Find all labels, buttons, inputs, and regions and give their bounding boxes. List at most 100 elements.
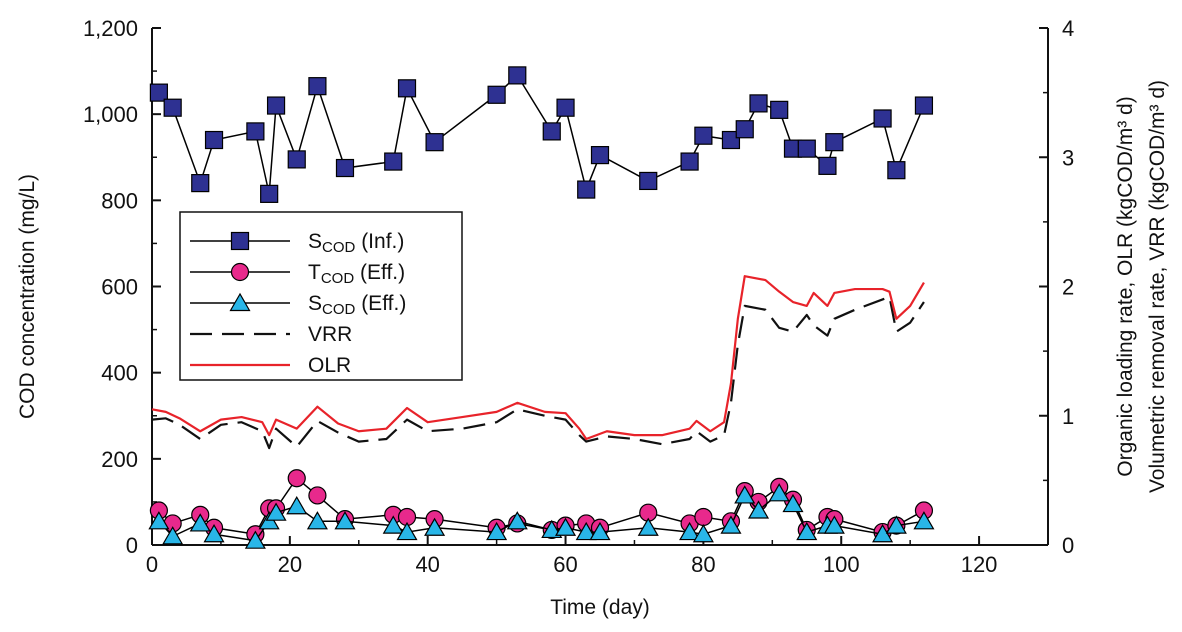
point-scod-inf — [163, 98, 182, 117]
legend-label-olr: OLR — [308, 354, 351, 377]
y2-axis-label-vrr: Volumetric removal rate, VRR (kgCOD/m³ d… — [1146, 80, 1169, 493]
x-tick-label: 0 — [146, 552, 158, 577]
point-scod-eff — [555, 517, 577, 536]
x-axis-label: Time (day) — [550, 596, 650, 619]
legend-label-scod-inf: SCOD (Inf.) — [308, 230, 404, 256]
point-scod-eff — [396, 521, 418, 541]
point-tcod-eff — [308, 486, 327, 505]
point-scod-inf — [825, 133, 844, 152]
point-scod-inf — [887, 161, 906, 180]
y2-tick-label: 3 — [1062, 145, 1074, 170]
point-scod-inf — [873, 109, 892, 128]
legend: SCOD (Inf.) TCOD (Eff.) SCOD (Eff.) VRR OLR — [179, 211, 463, 381]
point-scod-inf — [577, 180, 596, 199]
point-scod-eff — [424, 517, 446, 536]
y-tick-label: 400 — [101, 361, 138, 386]
axes: 0 20 40 60 80 100 120 0 200 400 600 800 1,000 1,200 0 1… — [83, 16, 1074, 577]
y-tick-label: 800 — [101, 188, 138, 213]
y-axis-label: COD concentration (mg/L) — [16, 174, 39, 419]
series-line-vrr — [151, 295, 925, 450]
point-scod-eff — [885, 515, 907, 534]
point-scod-inf — [287, 150, 306, 169]
point-scod-inf — [639, 171, 658, 191]
point-scod-eff — [162, 526, 184, 545]
point-scod-inf — [397, 79, 417, 98]
x-tick-label: 80 — [691, 552, 715, 577]
x-tick-label: 120 — [961, 552, 998, 577]
legend-label-vrr: VRR — [308, 323, 352, 346]
point-scod-inf — [797, 139, 816, 158]
point-scod-inf — [721, 130, 741, 150]
y2-tick-label: 4 — [1062, 16, 1074, 41]
y-tick-label: 600 — [101, 275, 138, 300]
point-scod-inf — [425, 133, 444, 152]
point-scod-inf — [335, 158, 355, 178]
point-scod-inf — [308, 77, 327, 96]
point-scod-inf — [204, 130, 224, 150]
point-scod-inf — [266, 96, 286, 115]
point-scod-eff — [913, 511, 935, 530]
y2-tick-label: 1 — [1062, 404, 1074, 429]
plot-area — [148, 66, 935, 549]
point-scod-eff — [782, 493, 804, 513]
point-scod-inf — [384, 152, 403, 171]
point-scod-inf — [680, 152, 699, 171]
x-tick-label: 20 — [278, 552, 302, 577]
point-scod-eff — [575, 521, 597, 541]
point-scod-inf — [818, 156, 837, 175]
legend-marker-tcod-eff — [230, 262, 250, 282]
point-scod-eff — [720, 515, 742, 534]
point-scod-eff — [589, 521, 611, 541]
point-scod-eff — [486, 521, 508, 541]
point-scod-inf — [749, 94, 768, 113]
point-scod-inf — [556, 98, 575, 117]
point-scod-eff — [679, 521, 701, 541]
y2-tick-label: 0 — [1062, 533, 1074, 558]
legend-box — [179, 211, 463, 381]
point-scod-eff — [334, 511, 356, 530]
point-scod-eff — [244, 530, 266, 549]
point-scod-eff — [306, 511, 328, 530]
point-tcod-eff — [694, 507, 713, 527]
x-tick-label: 40 — [415, 552, 439, 577]
legend-marker-scod-inf — [230, 231, 250, 251]
series-line-olr — [151, 275, 925, 441]
point-scod-eff — [692, 524, 714, 543]
point-scod-inf — [735, 120, 754, 139]
y-tick-label: 200 — [101, 447, 138, 472]
legend-label-tcod-eff: TCOD (Eff.) — [308, 261, 405, 287]
point-scod-eff — [796, 521, 818, 541]
point-scod-eff — [265, 502, 287, 521]
point-scod-eff — [189, 513, 211, 532]
y-tick-label: 0 — [126, 533, 138, 558]
point-scod-eff — [637, 517, 659, 536]
point-scod-inf — [542, 122, 561, 141]
point-scod-eff — [286, 496, 308, 515]
point-scod-eff — [382, 515, 404, 534]
legend-label-scod-eff: SCOD (Eff.) — [308, 292, 406, 318]
point-scod-eff — [734, 485, 756, 504]
y-tick-label: 1,200 — [83, 16, 138, 41]
point-scod-inf — [508, 66, 527, 85]
point-scod-inf — [487, 85, 506, 104]
x-tick-label: 100 — [823, 552, 860, 577]
y2-axis-label-olr: Organic loading rate, OLR (kgCOD/m³ d) — [1114, 96, 1137, 476]
point-scod-inf — [246, 122, 265, 141]
point-scod-inf — [694, 126, 713, 145]
point-scod-inf — [149, 83, 168, 102]
y-tick-label: 1,000 — [83, 102, 138, 127]
point-scod-inf — [590, 145, 610, 165]
point-scod-eff — [768, 483, 790, 502]
point-scod-eff — [203, 524, 225, 543]
point-scod-inf — [191, 174, 210, 193]
point-scod-inf — [260, 184, 279, 203]
point-scod-eff — [506, 511, 528, 530]
series-line-scod-inf — [158, 74, 925, 195]
legend-marker-scod-eff — [229, 292, 251, 312]
point-scod-eff — [823, 515, 845, 534]
point-scod-eff — [148, 511, 170, 530]
y2-tick-label: 2 — [1062, 275, 1074, 300]
point-scod-inf — [770, 100, 789, 119]
point-scod-inf — [914, 96, 934, 115]
point-tcod-eff — [287, 469, 306, 488]
